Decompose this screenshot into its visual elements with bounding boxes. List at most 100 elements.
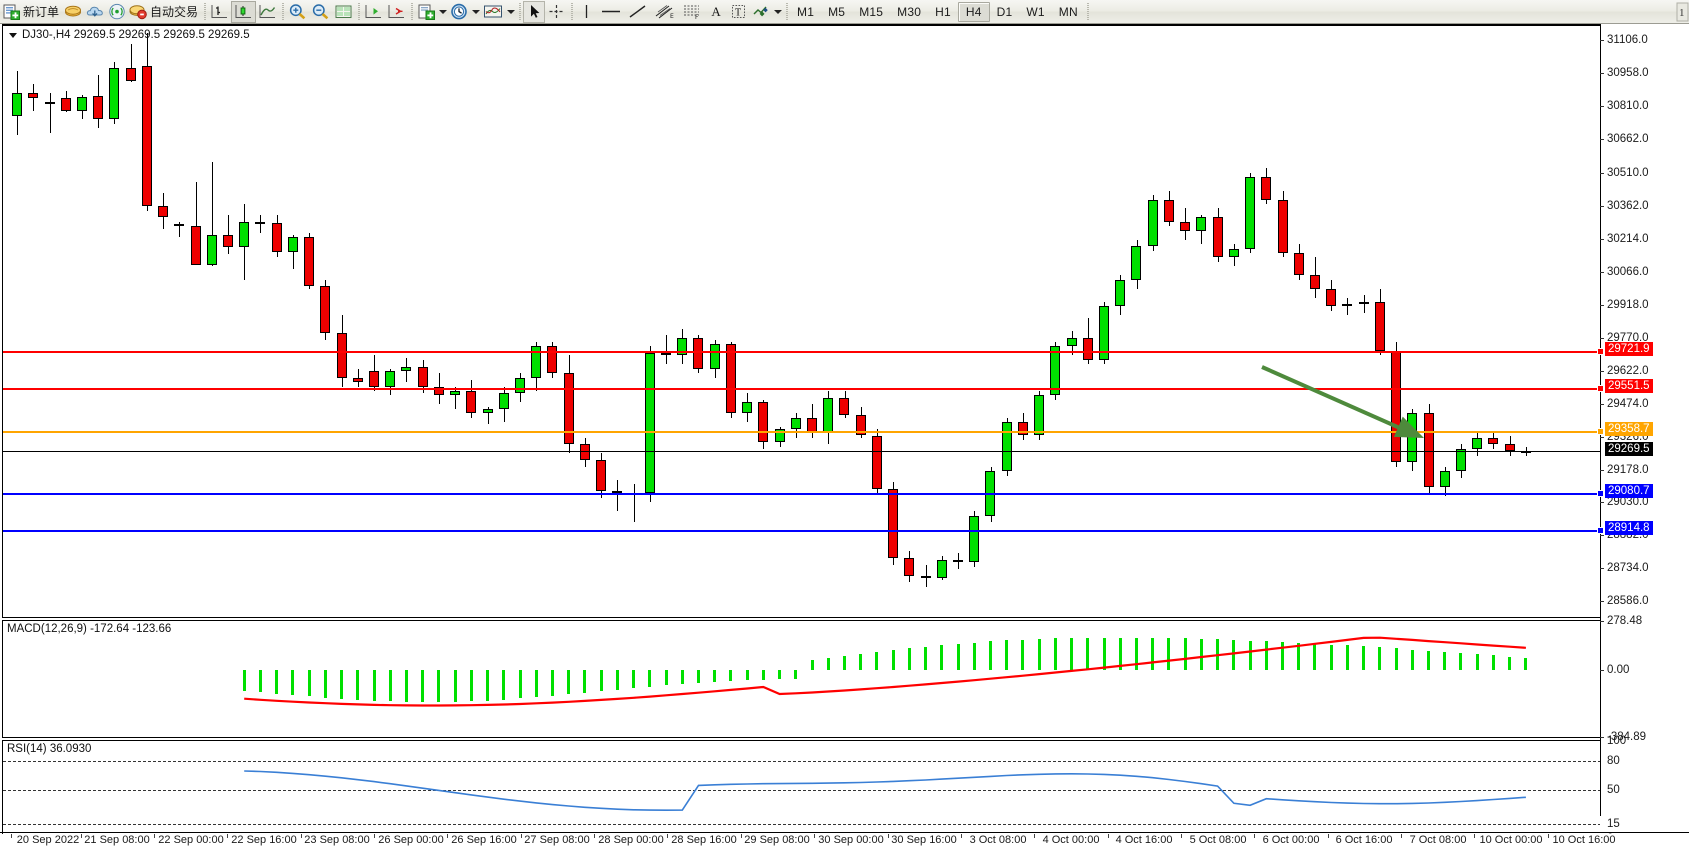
timeframe-h4[interactable]: H4 xyxy=(957,1,990,22)
macd-pane[interactable]: MACD(12,26,9) -172.64 -123.66 xyxy=(2,620,1685,738)
template-icon xyxy=(484,5,503,18)
price-tick-label: 28586.0 xyxy=(1607,595,1649,608)
chart-shift-button[interactable] xyxy=(362,1,385,23)
price-level-handle[interactable] xyxy=(1597,347,1604,355)
new-order-button[interactable]: 新订单 xyxy=(2,1,62,23)
price-tick-label: 29474.0 xyxy=(1607,397,1649,410)
candle-body xyxy=(791,417,802,429)
period-separators-dropdown-arrow[interactable] xyxy=(470,2,481,22)
price-tick-label: 29770.0 xyxy=(1607,331,1649,344)
price-tag-pivot[interactable]: 29358.7 xyxy=(1605,422,1653,437)
signals-button[interactable] xyxy=(106,1,128,23)
price-scale[interactable]: 31106.0 30958.0 30810.0 30662.0 30510.0 30362… xyxy=(1600,24,1689,850)
add-indicator-dropdown-arrow[interactable] xyxy=(437,2,448,22)
bar-chart-button[interactable] xyxy=(208,1,231,23)
price-tag-resistance-1[interactable]: 29551.5 xyxy=(1605,379,1653,394)
price-level-line-last-price[interactable] xyxy=(3,451,1601,453)
price-tick xyxy=(1600,271,1604,273)
equidistant-channel-tool[interactable]: E xyxy=(651,1,679,23)
macd-histogram-bar xyxy=(794,669,797,680)
timeframe-m30[interactable]: M30 xyxy=(897,4,922,19)
price-level-handle[interactable] xyxy=(1597,428,1604,436)
macd-histogram-bar xyxy=(957,643,960,670)
candle-body xyxy=(1083,337,1094,360)
period-separators-button[interactable] xyxy=(448,1,470,23)
templates-button[interactable] xyxy=(481,1,505,23)
timeframe-m15[interactable]: M15 xyxy=(859,4,884,19)
objects-tool[interactable] xyxy=(749,1,772,23)
candle-body xyxy=(1424,413,1435,487)
zoom-out-button[interactable] xyxy=(309,1,332,23)
text-tool[interactable]: A xyxy=(705,1,727,23)
candle-wick xyxy=(131,43,132,82)
macd-histogram-bar xyxy=(648,669,651,687)
macd-histogram-bar xyxy=(1297,642,1300,670)
cursor-tool[interactable] xyxy=(523,0,546,23)
svg-text:E: E xyxy=(670,13,674,20)
cloud-icon xyxy=(86,6,103,17)
price-tag-resistance-2[interactable]: 29721.9 xyxy=(1605,341,1653,356)
horizontal-line-tool[interactable] xyxy=(597,1,625,23)
price-level-line-pivot[interactable] xyxy=(3,428,1604,436)
fibonacci-tool[interactable]: F xyxy=(679,1,705,23)
timeframe-mn[interactable]: MN xyxy=(1058,4,1078,19)
rsi-pane[interactable]: RSI(14) 36.0930 xyxy=(2,740,1685,840)
objects-dropdown-arrow[interactable] xyxy=(772,2,783,22)
label-tool[interactable]: T xyxy=(727,1,749,23)
time-axis-label: 28 Sep 16:00 xyxy=(671,834,737,846)
candle-body xyxy=(255,221,266,224)
time-axis[interactable]: 20 Sep 2022 21 Sep 08:00 22 Sep 00:00 22 Se… xyxy=(0,834,1689,850)
add-indicator-button[interactable] xyxy=(415,1,437,23)
candle-body xyxy=(1294,253,1305,276)
price-level-handle[interactable] xyxy=(1597,490,1604,498)
toolbar-overflow-button[interactable]: 1 xyxy=(1676,0,1689,24)
price-level-line-resistance-2[interactable] xyxy=(3,347,1604,355)
timeframe-d1[interactable]: D1 xyxy=(996,4,1013,19)
macd-histogram-bar xyxy=(1070,637,1073,670)
price-tag-last-price[interactable]: 29269.5 xyxy=(1605,442,1653,457)
expert-advisors-button[interactable] xyxy=(62,1,84,23)
candle-body xyxy=(661,353,672,356)
time-axis-tick xyxy=(227,834,228,838)
candle-body xyxy=(969,515,980,563)
candlestick-icon xyxy=(235,5,252,18)
price-level-line-support-1[interactable] xyxy=(3,490,1604,498)
crosshair-tool[interactable] xyxy=(545,1,568,23)
vertical-line-tool[interactable] xyxy=(575,1,597,23)
time-axis-label: 21 Sep 08:00 xyxy=(84,834,150,846)
auto-scroll-button[interactable] xyxy=(385,1,408,23)
timeframe-h1[interactable]: H1 xyxy=(935,4,951,19)
price-level-line-resistance-1[interactable] xyxy=(3,385,1604,393)
chart-grid-button[interactable] xyxy=(332,1,355,23)
price-tag-support-2[interactable]: 28914.8 xyxy=(1605,521,1653,536)
price-level-handle[interactable] xyxy=(1597,385,1604,393)
timeframe-m1[interactable]: M1 xyxy=(797,4,815,19)
line-chart-button[interactable] xyxy=(256,1,279,23)
chart-area[interactable]: DJ30-,H4 29269.5 29269.5 29269.5 29269.5… xyxy=(0,24,1689,850)
price-tick xyxy=(1600,568,1604,570)
download-button[interactable] xyxy=(84,1,106,23)
price-tick xyxy=(1600,337,1604,339)
templates-dropdown-arrow[interactable] xyxy=(505,2,516,22)
macd-histogram-bar xyxy=(843,655,846,670)
candle-body xyxy=(1115,279,1126,307)
price-tag-support-1[interactable]: 29080.7 xyxy=(1605,484,1653,499)
chevron-down-icon[interactable] xyxy=(9,32,17,38)
macd-histogram-bar xyxy=(924,646,927,670)
macd-histogram-bar xyxy=(778,669,781,680)
candle-body xyxy=(77,97,88,111)
price-level-line-support-2[interactable] xyxy=(3,527,1604,535)
time-axis-label: 4 Oct 16:00 xyxy=(1115,834,1173,846)
price-plot[interactable] xyxy=(3,26,1684,617)
candlestick-chart-button[interactable] xyxy=(231,0,257,23)
auto-trading-button[interactable]: 自动交易 xyxy=(128,1,201,23)
trendline-tool[interactable] xyxy=(625,1,651,23)
timeframe-m5[interactable]: M5 xyxy=(828,4,846,19)
down-trend-arrow[interactable] xyxy=(3,26,1601,617)
price-level-handle[interactable] xyxy=(1597,527,1604,535)
macd-histogram-bar xyxy=(1508,656,1511,670)
candle-wick xyxy=(228,215,229,255)
price-pane[interactable]: DJ30-,H4 29269.5 29269.5 29269.5 29269.5 xyxy=(2,24,1685,618)
zoom-in-button[interactable] xyxy=(286,1,309,23)
timeframe-w1[interactable]: W1 xyxy=(1026,4,1045,19)
